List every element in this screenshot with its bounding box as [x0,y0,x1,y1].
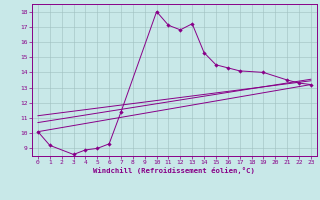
X-axis label: Windchill (Refroidissement éolien,°C): Windchill (Refroidissement éolien,°C) [93,167,255,174]
